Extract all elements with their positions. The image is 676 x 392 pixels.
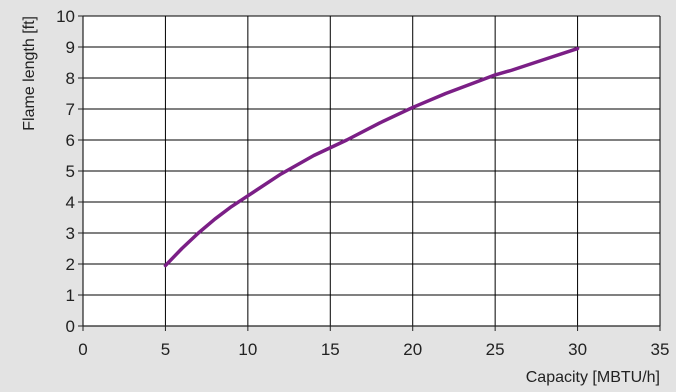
x-tick-label: 30 <box>568 340 587 359</box>
grid-lines <box>82 15 661 327</box>
y-tick-label: 10 <box>56 7 75 26</box>
x-tick-label: 20 <box>403 340 422 359</box>
x-tick-label: 25 <box>486 340 505 359</box>
x-tick-label: 35 <box>651 340 670 359</box>
y-tick-label: 2 <box>66 255 75 274</box>
y-tick-label: 4 <box>66 193 75 212</box>
y-tick-label: 1 <box>66 286 75 305</box>
y-tick-label: 0 <box>66 317 75 336</box>
y-tick-label: 9 <box>66 38 75 57</box>
y-axis-ticks: 0 1 2 3 4 5 6 7 8 9 10 <box>56 7 83 336</box>
y-tick-label: 5 <box>66 162 75 181</box>
y-tick-label: 3 <box>66 224 75 243</box>
x-tick-label: 15 <box>321 340 340 359</box>
series-line <box>163 46 580 268</box>
y-tick-label: 7 <box>66 100 75 119</box>
y-tick-label: 6 <box>66 131 75 150</box>
y-tick-label: 8 <box>66 69 75 88</box>
y-axis-title: Flame length [ft] <box>21 16 38 131</box>
x-axis-ticks: 0 5 10 15 20 25 30 35 <box>78 326 669 359</box>
x-axis-title: Capacity [MBTU/h] <box>526 369 660 386</box>
x-tick-label: 0 <box>78 340 87 359</box>
x-tick-label: 10 <box>238 340 257 359</box>
x-tick-label: 5 <box>161 340 170 359</box>
